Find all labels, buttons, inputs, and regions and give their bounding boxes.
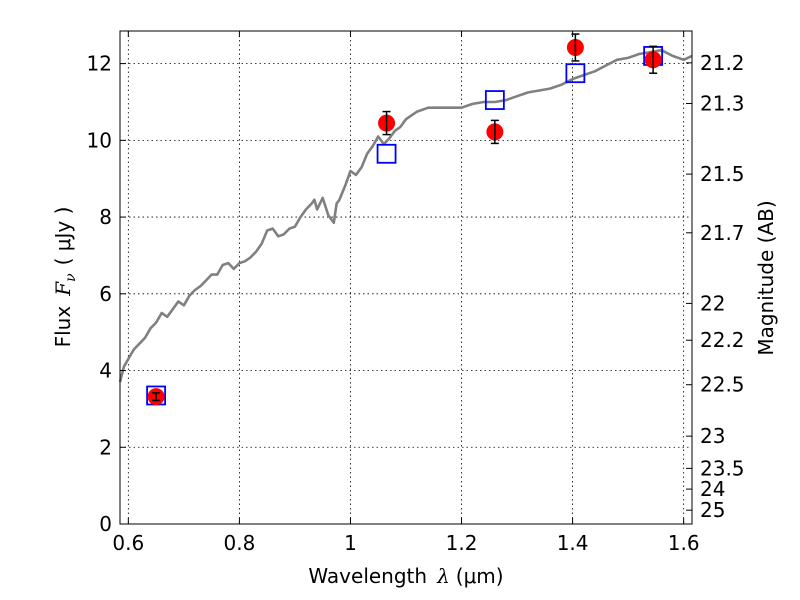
y2-tick-label: 22 [700,291,725,315]
y2-tick-label: 22.5 [700,373,745,397]
y2-tick-label: 21.3 [700,92,745,116]
x-axis-title: Wavelength λ (μm) [308,564,503,588]
model-photometry-marker [484,90,505,110]
plot-frame [119,30,693,525]
model-series [118,48,693,383]
x-tick-label: 0.8 [223,531,255,555]
y-tick-label: 12 [87,52,112,76]
x-tick-label: 1.2 [446,531,478,555]
x-tick-label: 1.4 [557,531,589,555]
y2-tick-label: 22.2 [700,328,745,352]
observed-photometry-series [147,33,662,406]
y2-tick-label: 21.5 [700,162,745,186]
y2-axis-title: Magnitude (AB) [754,200,778,355]
grid-lines [120,31,692,525]
y-tick-label: 10 [87,128,112,152]
x-tick-label: 0.6 [112,531,144,555]
x-tick-label: 1.6 [668,531,700,555]
model-photometry-marker [565,63,586,84]
y-tick-label: 8 [99,205,112,229]
y2-tick-label: 23 [700,424,725,448]
axis-ticks [120,31,692,525]
x-tick-label: 1 [344,531,357,555]
y-tick-label: 0 [99,512,112,536]
y2-tick-label: 25 [700,498,725,522]
y2-tick-label: 21.7 [700,221,745,245]
model-sed-line [118,48,693,383]
y2-tick-label: 24 [700,477,725,501]
y-tick-label: 2 [99,435,112,459]
y-tick-label: 6 [99,282,112,306]
y-tick-label: 4 [99,359,112,383]
y2-tick-label: 21.2 [700,51,745,75]
y2-tick-label: 23.5 [700,456,745,480]
y-axis-title: FluxFν( μJy ) [51,207,79,348]
model-photometry-marker [376,143,397,164]
